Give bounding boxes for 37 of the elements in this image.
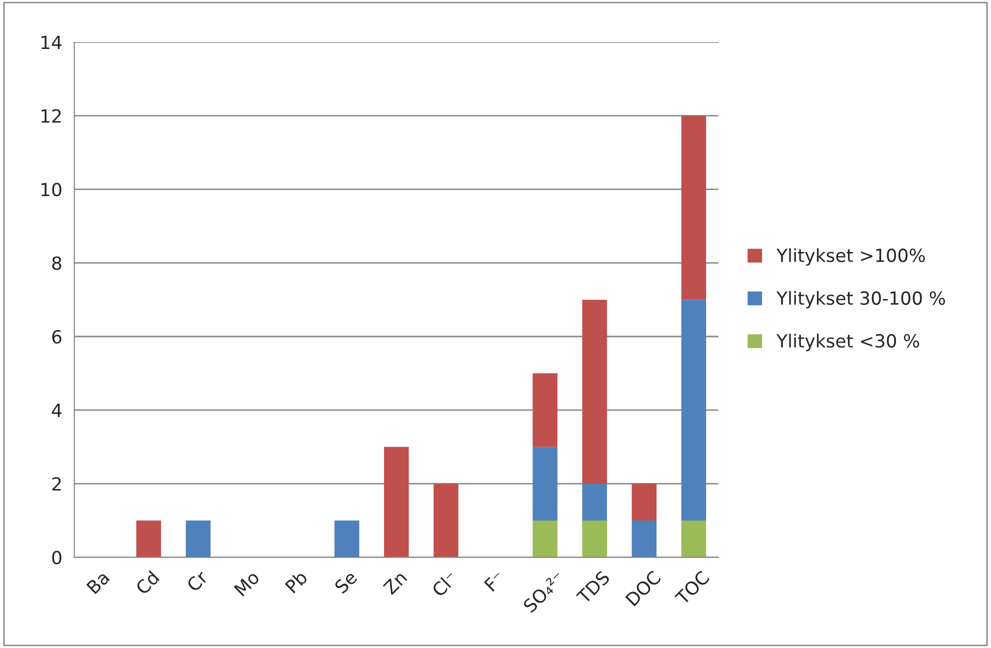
y-tick-label: 10 [42, 182, 62, 196]
bar [632, 484, 657, 520]
bar [632, 520, 657, 558]
legend-label: Ylitykset >100% [776, 248, 925, 266]
bar [186, 520, 211, 558]
x-tick-label: Pb [284, 570, 308, 594]
y-tick-label: 2 [52, 477, 61, 491]
x-tick-label: Zn [382, 570, 408, 596]
x-tick-label: Mo [234, 570, 260, 597]
y-tick-label: 14 [42, 36, 62, 49]
x-tick-label: Cd [134, 570, 160, 596]
y-tick-label: 12 [42, 109, 61, 123]
bar [384, 446, 409, 558]
bar [582, 300, 607, 484]
bar [582, 520, 607, 558]
bar [136, 520, 162, 558]
bar [532, 373, 558, 447]
y-tick-label: 0 [52, 550, 62, 564]
x-tick-label: Cl⁻ [430, 570, 458, 598]
bar [334, 520, 360, 558]
y-tick-label: 6 [52, 330, 62, 344]
bar [434, 484, 458, 558]
y-tick-label: 8 [52, 256, 62, 270]
legend-label: Ylitykset <30 % [776, 334, 920, 352]
x-tick-label: Ba [86, 570, 110, 594]
x-tick-label: F⁻ [484, 570, 506, 592]
bar [681, 300, 706, 520]
x-tick-label: TDS [576, 570, 610, 605]
y-tick-label: 4 [52, 404, 62, 417]
bar [532, 446, 558, 520]
x-tick-label: Cr [186, 569, 209, 592]
bar [681, 520, 706, 558]
bar [532, 520, 558, 558]
bar [681, 116, 706, 300]
bar [582, 484, 607, 520]
legend-label: Ylitykset 30-100 % [776, 290, 945, 308]
x-tick-label: Se [334, 570, 358, 594]
